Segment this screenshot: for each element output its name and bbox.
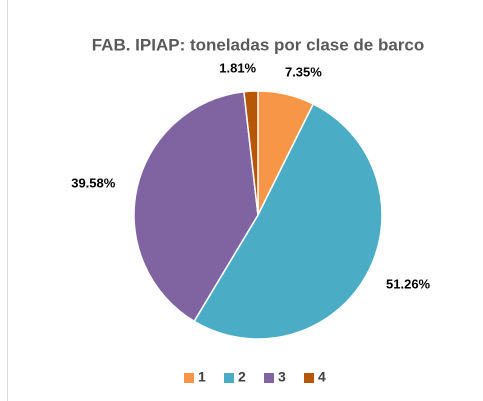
legend-label: 3	[278, 369, 286, 385]
data-label: 51.26%	[386, 277, 431, 292]
pie-slice	[193, 102, 383, 340]
legend-swatch	[304, 373, 314, 383]
chart-title: FAB. IPIAP: toneladas por clase de barco	[92, 35, 425, 54]
pie-slice	[133, 90, 259, 323]
legend-label: 4	[318, 369, 326, 385]
data-label: 39.58%	[71, 175, 116, 190]
data-label: 7.35%	[285, 64, 322, 79]
pie-slice	[243, 90, 259, 216]
legend-label: 1	[198, 369, 206, 385]
legend-swatch	[264, 373, 274, 383]
legend-swatch	[184, 373, 194, 383]
legend-label: 2	[238, 369, 246, 385]
data-label: 1.81%	[219, 61, 256, 76]
legend-swatch	[224, 373, 234, 383]
